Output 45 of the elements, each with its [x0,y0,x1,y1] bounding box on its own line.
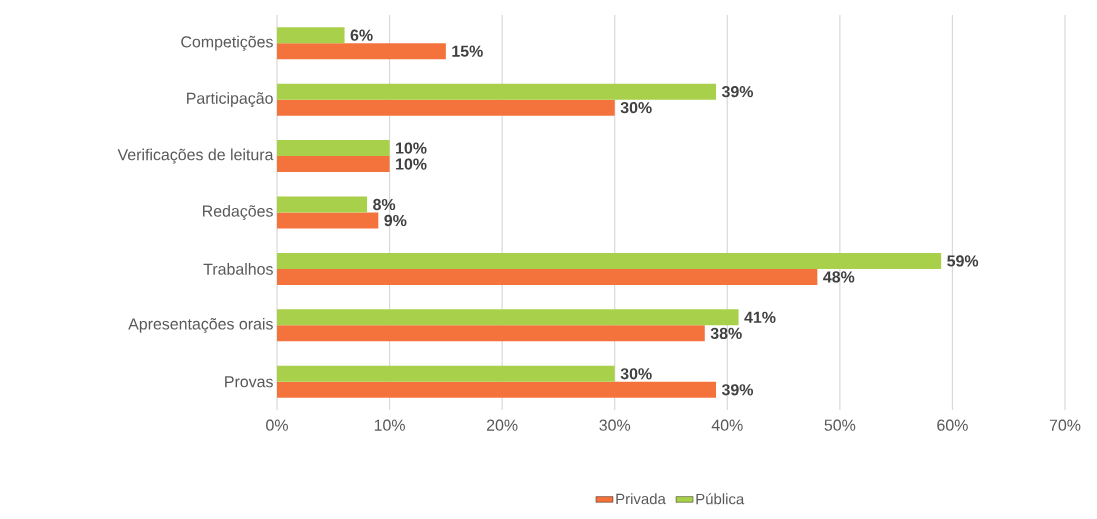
bar [277,381,717,398]
bar [277,99,615,116]
bar [277,83,717,100]
data-label: 10% [396,158,427,170]
data-label: 38% [710,327,742,339]
bar [277,268,818,285]
data-label: 15% [452,45,483,57]
bar [277,252,942,269]
bar [277,196,368,213]
x-tick-label: 60% [937,419,968,431]
bar [277,140,390,157]
data-label: 8% [373,198,396,211]
bar [277,27,345,44]
data-label: 59% [947,255,979,267]
data-label: 39% [721,86,754,98]
y-tick-label: Apresentações orais [128,317,273,333]
data-label: 9% [384,214,407,227]
y-tick-label: Provas [225,376,273,388]
y-tick-label: Redações [203,205,273,220]
y-tick-label: Trabalhos [203,263,273,275]
legend-label: Pública [696,493,745,505]
x-tick-label: 10% [374,419,405,431]
bar [277,43,446,60]
x-tick-label: 0% [266,419,288,431]
y-tick-label: Competições [181,35,273,51]
data-label: 30% [620,368,652,380]
bar [277,365,615,382]
bar [277,212,379,229]
x-tick-label: 20% [486,419,518,431]
x-tick-label: 50% [824,419,856,431]
x-tick-label: 40% [711,419,743,431]
data-label: 6% [350,29,373,41]
bar [277,309,739,326]
data-label: 41% [744,311,776,323]
bar [277,325,705,342]
data-label: 10% [396,142,427,154]
x-tick-label: 30% [599,419,631,431]
data-label: 39% [721,384,754,396]
x-tick-label: 70% [1049,419,1081,431]
data-label: 48% [823,271,855,283]
legend-label: Privada [616,493,666,505]
y-tick-label: Participação [187,92,273,108]
data-label: 30% [620,102,652,114]
y-tick-label: Verificações de leitura [117,148,274,164]
bar [277,156,390,173]
